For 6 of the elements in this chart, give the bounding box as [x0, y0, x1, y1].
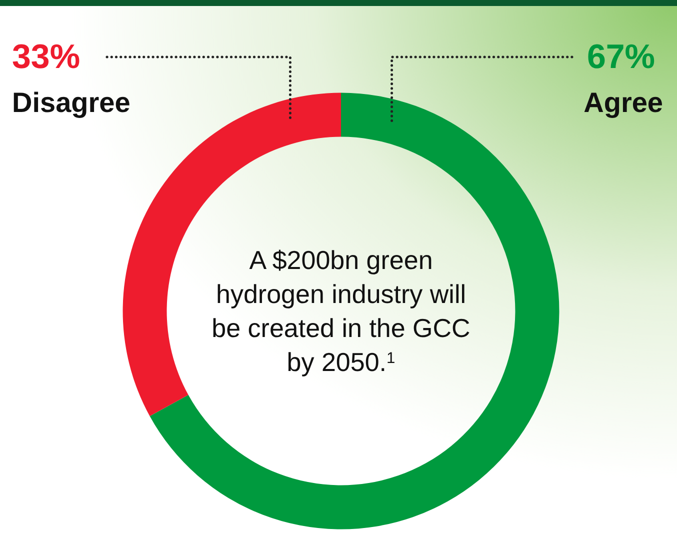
- slice-label: Disagree: [12, 87, 130, 118]
- data-label: 33%: [12, 38, 80, 76]
- text: A $200bn green hydrogen industry will be created in the GCC by 2050.$^{1}$: [212, 245, 470, 377]
- data-label: 67%: [586, 38, 655, 76]
- slice-label: Agree: [584, 87, 663, 118]
- donut-slice: [150, 92, 560, 529]
